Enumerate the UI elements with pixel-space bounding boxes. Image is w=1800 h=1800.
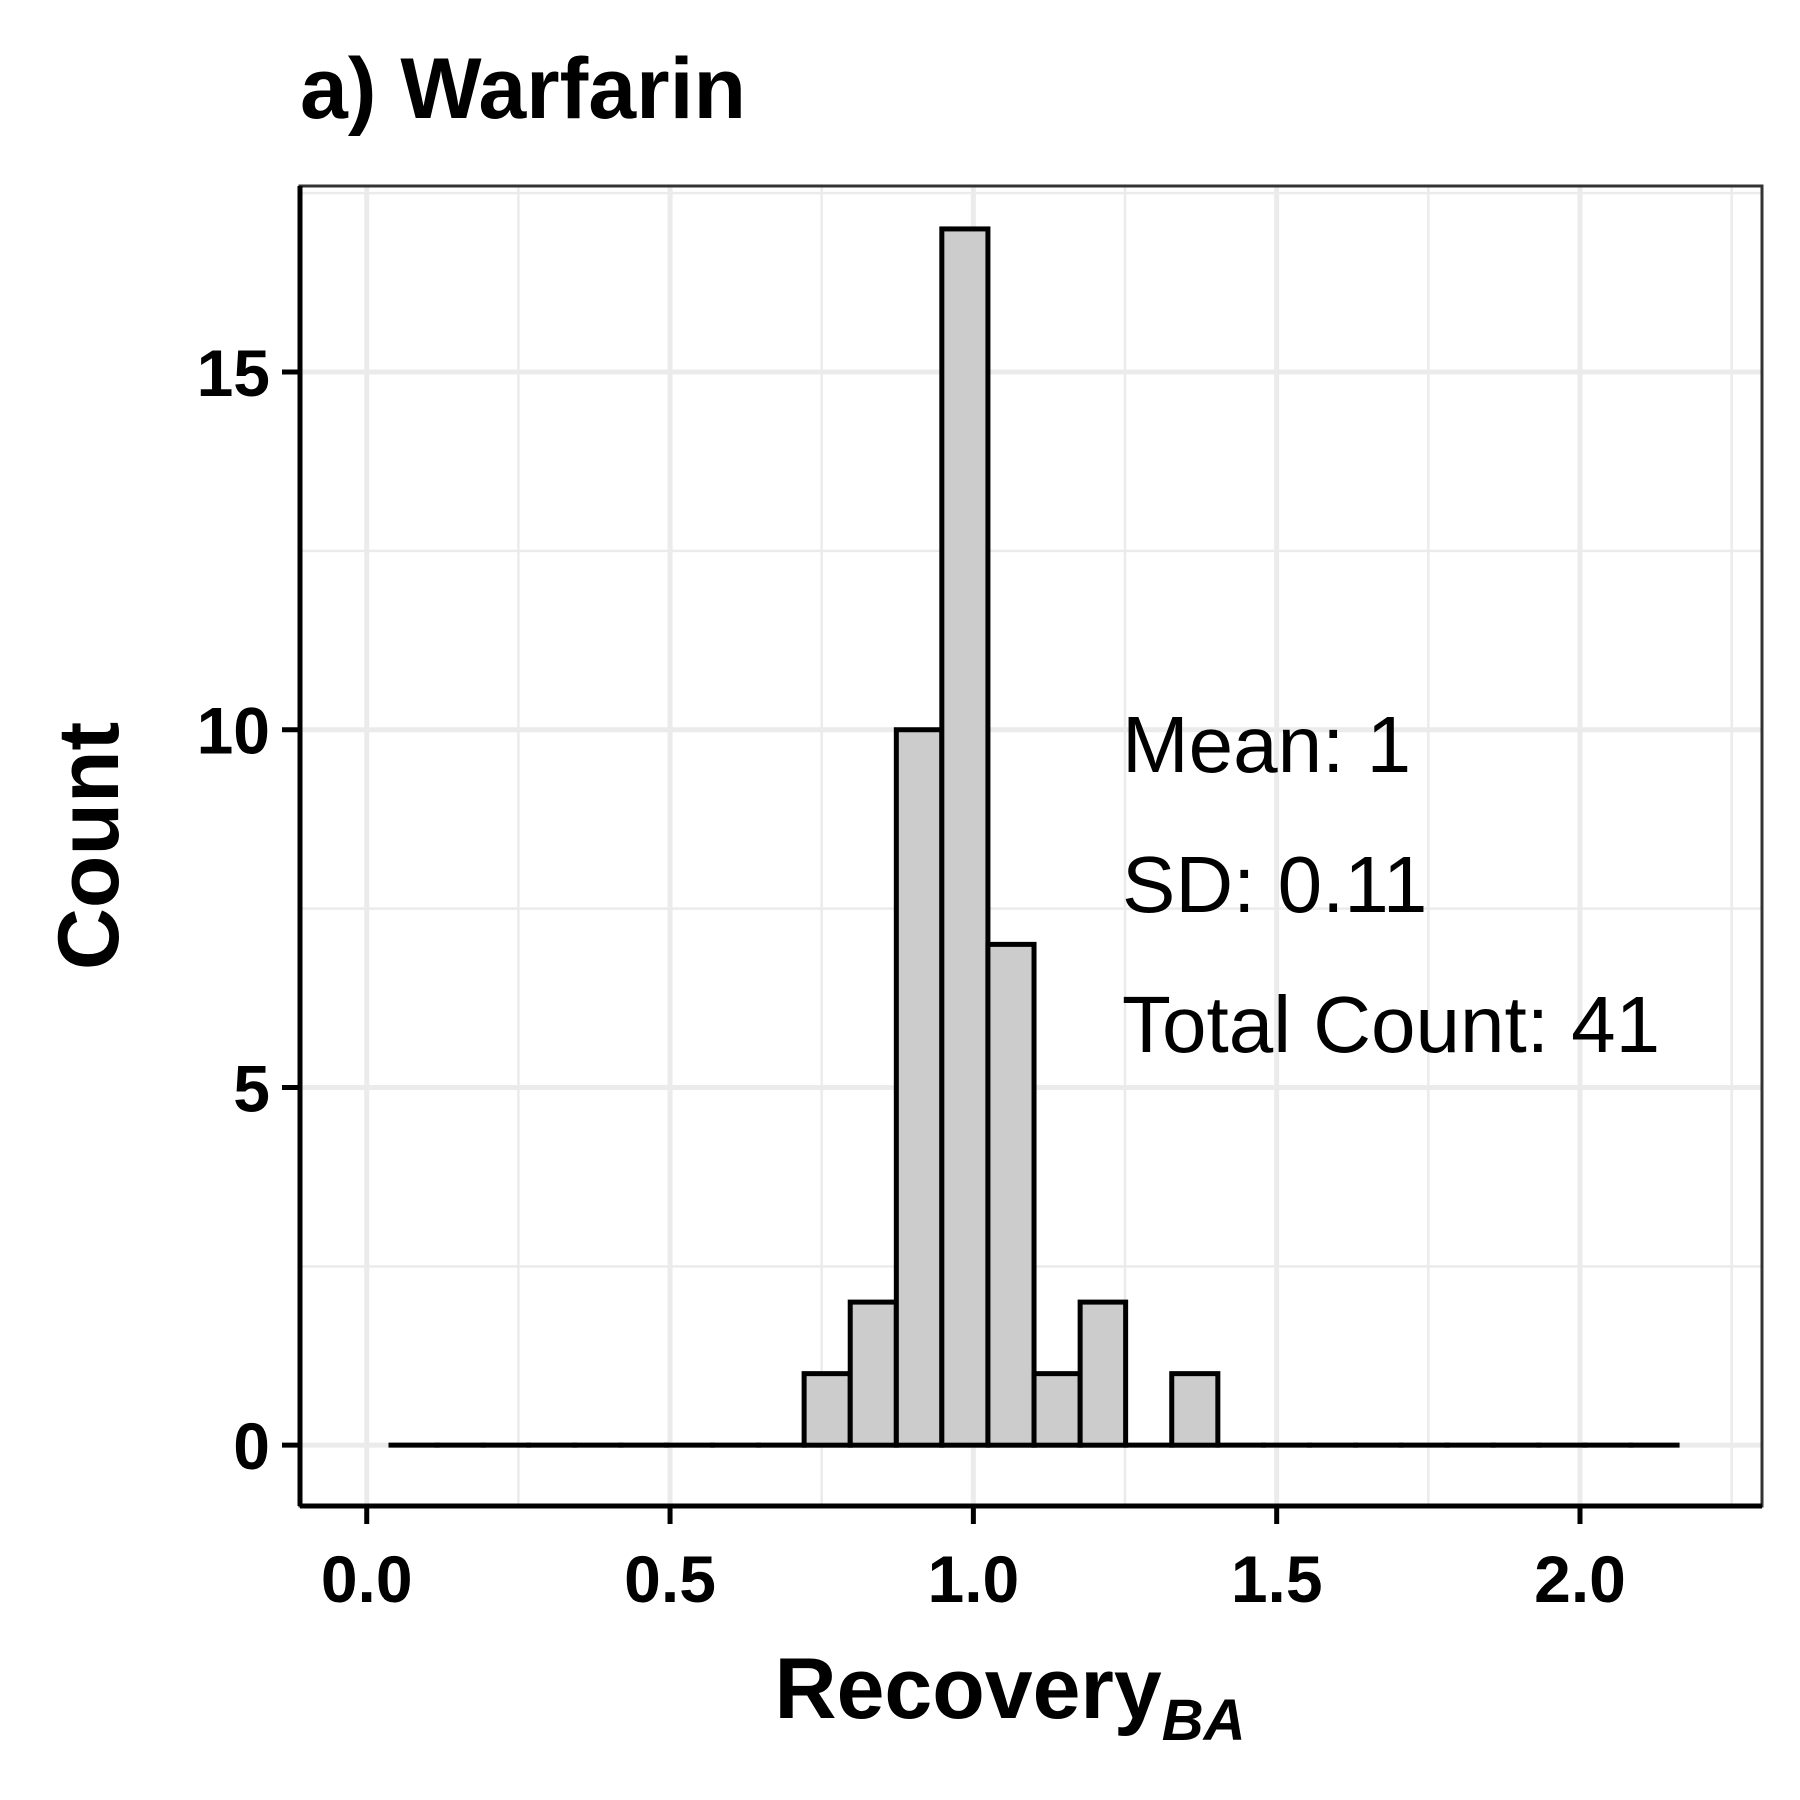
x-tick-label: 1.5 — [1231, 1542, 1323, 1616]
chart-title: a) Warfarin — [300, 41, 746, 137]
bars — [388, 226, 1680, 1448]
y-tick-label: 0 — [233, 1409, 270, 1483]
histogram-bar — [893, 727, 945, 1448]
x-tick-label: 0.0 — [321, 1542, 413, 1616]
histogram-bar — [939, 226, 991, 1448]
x-tick-label: 2.0 — [1534, 1542, 1626, 1616]
histogram-bar — [1169, 1371, 1221, 1448]
y-tick-label: 15 — [197, 336, 270, 410]
y-tick-label: 10 — [197, 694, 270, 768]
histogram-bar — [1031, 1371, 1083, 1448]
x-axis-title-subscript: BA — [1162, 1688, 1246, 1753]
y-tick-label: 5 — [233, 1051, 270, 1125]
annotation-mean: Mean: 1 — [1122, 700, 1411, 789]
histogram-bar — [985, 941, 1037, 1448]
ticks: 0.0 0.5 1.0 1.5 2.0 0 5 10 15 — [197, 336, 1626, 1616]
histogram-bar — [801, 1371, 853, 1448]
y-axis-title: Count — [41, 722, 137, 970]
x-axis-title: RecoveryBA — [774, 1641, 1245, 1753]
annotation-total-count: Total Count: 41 — [1122, 980, 1660, 1069]
annotation-sd: SD: 0.11 — [1122, 840, 1427, 929]
x-axis-title-main: Recovery — [774, 1641, 1161, 1737]
histogram-bar — [1077, 1299, 1129, 1448]
stats-annotation: Mean: 1 SD: 0.11 Total Count: 41 — [1122, 700, 1660, 1069]
histogram-bar — [847, 1299, 899, 1448]
x-tick-label: 1.0 — [927, 1542, 1019, 1616]
x-tick-label: 0.5 — [624, 1542, 716, 1616]
